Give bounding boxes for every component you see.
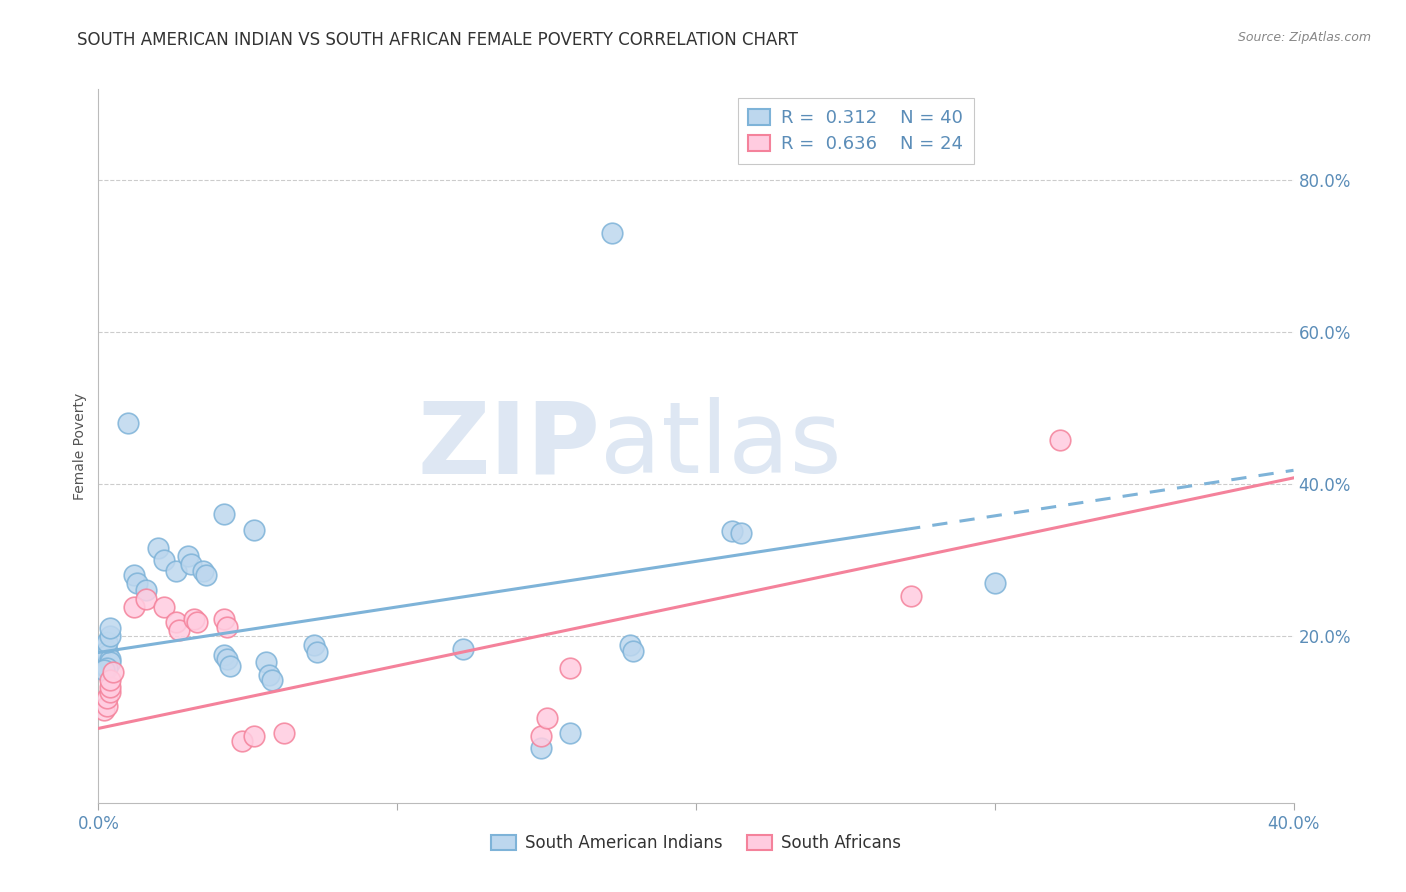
Point bbox=[98, 681, 122, 695]
Point bbox=[98, 673, 122, 687]
Point bbox=[619, 638, 641, 652]
Point bbox=[135, 592, 157, 607]
Point bbox=[186, 615, 208, 629]
Point bbox=[560, 726, 582, 740]
Point bbox=[219, 659, 242, 673]
Point bbox=[96, 698, 118, 713]
Point bbox=[231, 733, 253, 747]
Point bbox=[177, 549, 200, 563]
Point bbox=[135, 583, 157, 598]
Point bbox=[260, 673, 283, 687]
Text: SOUTH AMERICAN INDIAN VS SOUTH AFRICAN FEMALE POVERTY CORRELATION CHART: SOUTH AMERICAN INDIAN VS SOUTH AFRICAN F… bbox=[77, 31, 799, 49]
Point bbox=[451, 642, 474, 657]
Point bbox=[243, 729, 266, 743]
Y-axis label: Female Poverty: Female Poverty bbox=[73, 392, 87, 500]
Point bbox=[215, 620, 238, 634]
Text: atlas: atlas bbox=[600, 398, 842, 494]
Point bbox=[1049, 433, 1071, 447]
Point bbox=[165, 564, 187, 578]
Point bbox=[212, 508, 235, 522]
Point bbox=[103, 665, 125, 680]
Point bbox=[167, 623, 190, 637]
Point bbox=[96, 691, 118, 706]
Point bbox=[560, 661, 582, 675]
Point bbox=[93, 703, 115, 717]
Point bbox=[254, 656, 277, 670]
Point bbox=[621, 644, 644, 658]
Point bbox=[530, 741, 553, 756]
Point bbox=[96, 661, 118, 675]
Point bbox=[900, 590, 922, 604]
Point bbox=[536, 711, 558, 725]
Point bbox=[180, 557, 202, 571]
Point bbox=[117, 416, 139, 430]
Point bbox=[98, 629, 122, 643]
Point bbox=[257, 668, 280, 682]
Point bbox=[127, 575, 149, 590]
Point bbox=[195, 568, 218, 582]
Point bbox=[98, 621, 122, 635]
Text: Source: ZipAtlas.com: Source: ZipAtlas.com bbox=[1237, 31, 1371, 45]
Point bbox=[191, 564, 214, 578]
Legend: South American Indians, South Africans: South American Indians, South Africans bbox=[485, 828, 907, 859]
Point bbox=[96, 635, 118, 649]
Point bbox=[984, 575, 1007, 590]
Point bbox=[730, 526, 752, 541]
Text: ZIP: ZIP bbox=[418, 398, 600, 494]
Point bbox=[602, 227, 624, 241]
Point bbox=[243, 523, 266, 537]
Point bbox=[98, 685, 122, 699]
Point bbox=[153, 599, 176, 614]
Point bbox=[302, 638, 325, 652]
Point bbox=[212, 648, 235, 662]
Point bbox=[93, 663, 115, 677]
Point bbox=[212, 612, 235, 626]
Point bbox=[721, 524, 744, 538]
Point bbox=[153, 553, 176, 567]
Point bbox=[148, 541, 170, 556]
Point bbox=[124, 599, 146, 614]
Point bbox=[530, 729, 553, 743]
Point bbox=[183, 612, 205, 626]
Point bbox=[96, 644, 118, 658]
Point bbox=[124, 568, 146, 582]
Point bbox=[305, 645, 328, 659]
Point bbox=[215, 651, 238, 665]
Point bbox=[98, 651, 122, 665]
Point bbox=[165, 615, 187, 629]
Point bbox=[96, 648, 118, 662]
Point bbox=[98, 656, 122, 670]
Point bbox=[93, 640, 115, 655]
Point bbox=[273, 726, 295, 740]
